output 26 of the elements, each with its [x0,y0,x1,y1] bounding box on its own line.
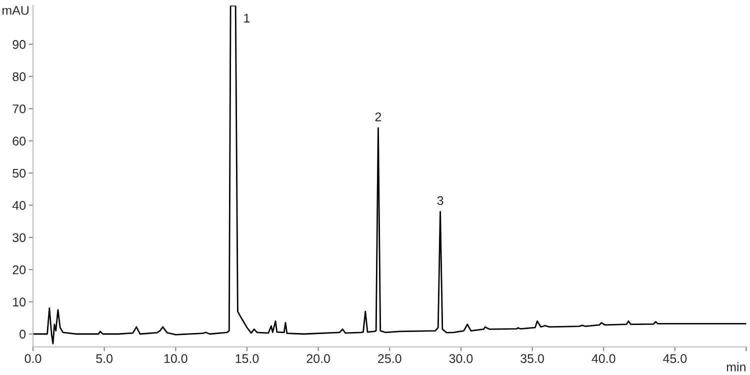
x-tick-label: 15.0 [236,354,259,363]
y-tick-label: 20 [12,265,26,274]
y-axis-title: mAU [2,6,28,15]
y-tick-label: 10 [13,298,26,306]
x-tick-label: 10.0 [164,354,188,363]
x-tick-label: 45.0 [663,354,687,363]
line-series [33,6,746,344]
x-tick-label: 30.0 [449,354,473,363]
annotation: 3 [437,196,444,206]
x-tick-label: 20.0 [306,354,330,363]
x-tick-label: 0.0 [24,354,42,363]
y-tick-label: 90 [12,40,26,49]
x-axis-title: min [726,362,746,372]
x-tick-label: 35.0 [520,354,544,363]
y-tick-label: 70 [12,104,26,114]
x-tick-label: 25.0 [378,354,402,363]
annotation: 1 [244,14,250,22]
y-tick-label: 40 [12,201,26,210]
y-tick-label: 80 [12,72,26,82]
x-tick-label: 5.0 [96,354,113,363]
annotation: 2 [375,112,382,122]
y-tick-label: 0 [20,330,26,339]
y-tick-label: 60 [12,136,26,146]
y-tick-label: 30 [12,233,26,242]
y-tick-label: 50 [12,168,26,178]
x-tick-label: 40.0 [592,354,616,363]
